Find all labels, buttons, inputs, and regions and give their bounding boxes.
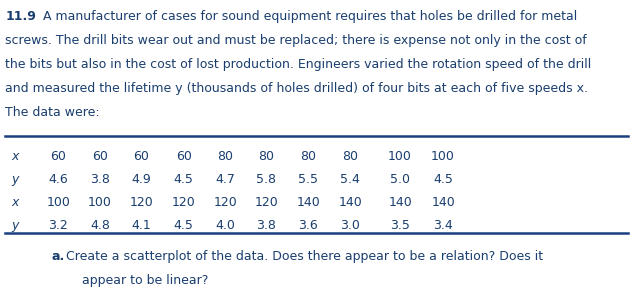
Text: 120: 120: [213, 196, 237, 209]
Text: 3.6: 3.6: [298, 219, 318, 232]
Text: 3.4: 3.4: [433, 219, 453, 232]
Text: 80: 80: [258, 150, 275, 164]
Text: 4.6: 4.6: [48, 173, 68, 186]
Text: 80: 80: [300, 150, 316, 164]
Text: 4.7: 4.7: [215, 173, 235, 186]
Text: a.: a.: [52, 250, 65, 263]
Text: the bits but also in the cost of lost production. Engineers varied the rotation : the bits but also in the cost of lost pr…: [5, 58, 591, 71]
Text: y: y: [11, 219, 19, 232]
Text: 140: 140: [338, 196, 362, 209]
Text: appear to be linear?: appear to be linear?: [82, 274, 209, 287]
Text: The data were:: The data were:: [5, 106, 99, 119]
Text: 100: 100: [46, 196, 70, 209]
Text: 60: 60: [133, 150, 149, 164]
Text: 3.8: 3.8: [90, 173, 110, 186]
Text: 100: 100: [88, 196, 112, 209]
Text: 120: 120: [172, 196, 196, 209]
Text: 5.5: 5.5: [298, 173, 318, 186]
Text: 3.0: 3.0: [340, 219, 360, 232]
Text: 5.8: 5.8: [256, 173, 277, 186]
Text: 4.5: 4.5: [433, 173, 453, 186]
Text: 4.9: 4.9: [131, 173, 151, 186]
Text: 60: 60: [92, 150, 108, 164]
Text: 4.1: 4.1: [131, 219, 151, 232]
Text: 11.9: 11.9: [5, 10, 36, 23]
Text: 60: 60: [50, 150, 66, 164]
Text: 120: 120: [254, 196, 279, 209]
Text: 4.0: 4.0: [215, 219, 235, 232]
Text: 4.5: 4.5: [173, 219, 194, 232]
Text: 120: 120: [129, 196, 153, 209]
Text: 140: 140: [431, 196, 455, 209]
Text: 100: 100: [431, 150, 455, 164]
Text: 5.0: 5.0: [390, 173, 410, 186]
Text: 4.5: 4.5: [173, 173, 194, 186]
Text: Create a scatterplot of the data. Does there appear to be a relation? Does it: Create a scatterplot of the data. Does t…: [66, 250, 544, 263]
Text: x: x: [11, 150, 19, 164]
Text: 140: 140: [296, 196, 320, 209]
Text: 4.8: 4.8: [90, 219, 110, 232]
Text: 5.4: 5.4: [340, 173, 360, 186]
Text: 3.5: 3.5: [390, 219, 410, 232]
Text: y: y: [11, 173, 19, 186]
Text: 3.2: 3.2: [48, 219, 68, 232]
Text: 140: 140: [388, 196, 412, 209]
Text: 100: 100: [388, 150, 412, 164]
Text: 80: 80: [342, 150, 358, 164]
Text: x: x: [11, 196, 19, 209]
Text: 80: 80: [217, 150, 234, 164]
Text: 60: 60: [175, 150, 192, 164]
Text: A manufacturer of cases for sound equipment requires that holes be drilled for m: A manufacturer of cases for sound equipm…: [43, 10, 577, 23]
Text: 3.8: 3.8: [256, 219, 277, 232]
Text: and measured the lifetime y (thousands of holes drilled) of four bits at each of: and measured the lifetime y (thousands o…: [5, 82, 588, 95]
Text: screws. The drill bits wear out and must be replaced; there is expense not only : screws. The drill bits wear out and must…: [5, 34, 587, 47]
